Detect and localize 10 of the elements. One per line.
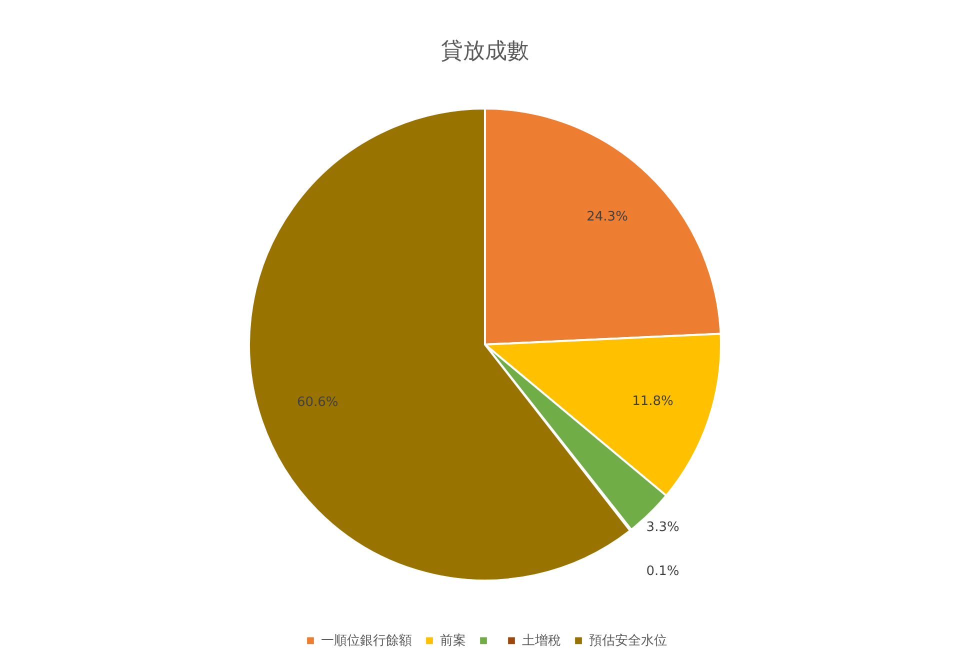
- chart-title: 貸放成數: [441, 39, 529, 64]
- legend-label: 土增稅: [522, 634, 561, 649]
- legend-label: 前案: [440, 632, 466, 649]
- legend-label: 預估安全水位: [589, 632, 667, 649]
- data-label: 3.3%: [646, 520, 680, 536]
- data-label: 11.8%: [632, 394, 674, 409]
- data-label: 24.3%: [586, 210, 628, 225]
- data-label: 60.6%: [296, 395, 338, 410]
- legend-label: 一順位銀行餘額: [321, 634, 412, 649]
- data-label: 0.1%: [646, 564, 680, 580]
